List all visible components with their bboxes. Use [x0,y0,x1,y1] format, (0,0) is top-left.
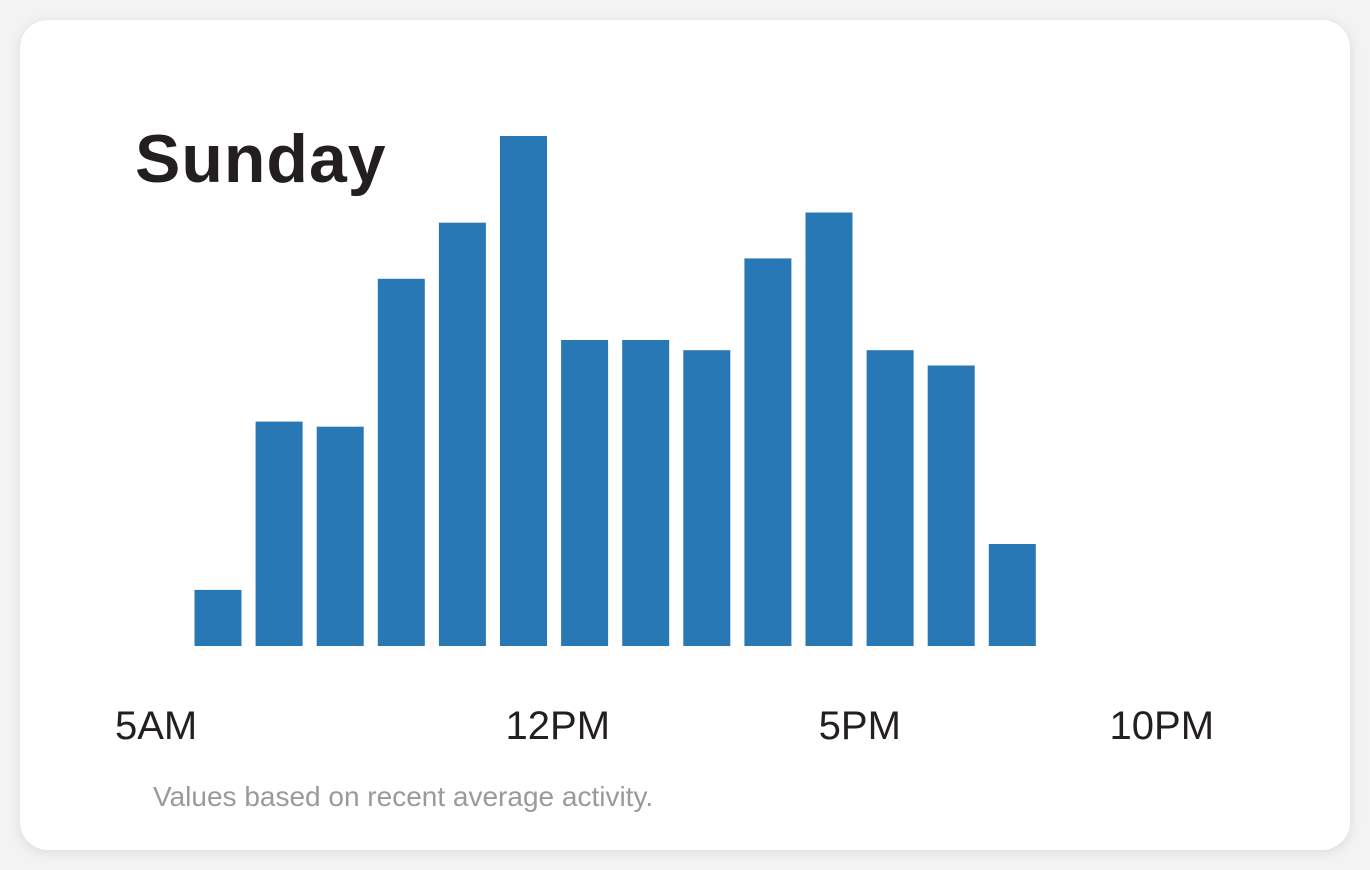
bar-5pm [866,350,914,646]
bar-1pm [622,340,670,646]
bar-6pm [927,365,975,646]
popular-times-card: Sunday 5AM 12PM 5PM 10PM Values based on re… [20,20,1350,850]
bar-11am [500,136,547,646]
bar-9am [377,278,425,646]
day-title: Sunday [135,121,387,197]
bar-10am [438,222,486,646]
bar-12pm [561,340,609,646]
x-tick-5am: 5AM [115,704,198,748]
footnote: Values based on recent average activity. [153,781,654,812]
hourly-activity-chart [194,136,1036,646]
bar-3pm [744,258,792,646]
bar-6am [194,589,242,646]
x-tick-5pm: 5PM [818,704,901,748]
bar-4pm [805,212,853,646]
bar-7pm [988,544,1036,646]
x-tick-10pm: 10PM [1109,704,1215,748]
bar-7am [255,421,303,646]
bar-2pm [683,350,731,646]
bar-8am [316,426,364,646]
x-tick-12pm: 12PM [505,704,611,748]
